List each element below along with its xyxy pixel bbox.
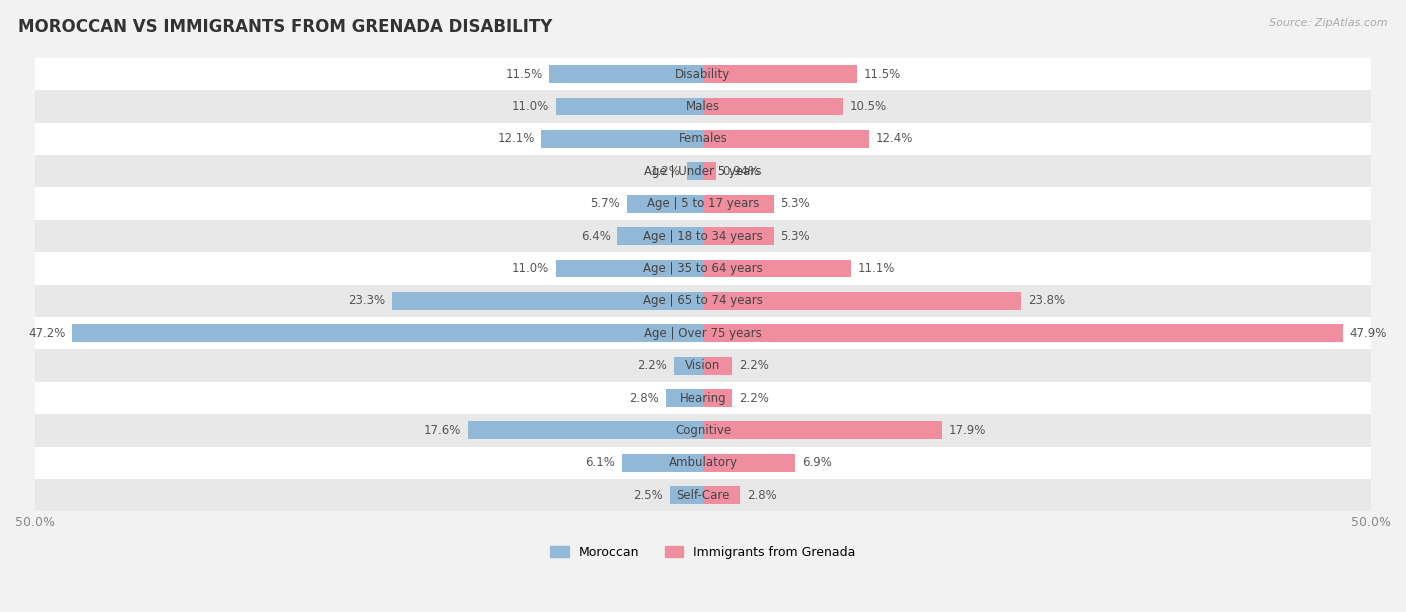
Bar (688, 162, 703, 180)
Text: Cognitive: Cognitive (675, 424, 731, 437)
Text: 1.2%: 1.2% (651, 165, 681, 177)
Text: 47.2%: 47.2% (28, 327, 66, 340)
Text: 5.3%: 5.3% (780, 197, 810, 210)
Text: Age | 35 to 64 years: Age | 35 to 64 years (643, 262, 763, 275)
Bar (703, 227, 773, 245)
Bar (35, 252, 1371, 285)
Bar (703, 422, 942, 439)
Text: Age | 65 to 74 years: Age | 65 to 74 years (643, 294, 763, 307)
Text: 11.0%: 11.0% (512, 100, 550, 113)
Bar (673, 357, 703, 375)
Bar (468, 422, 703, 439)
Bar (703, 454, 796, 472)
Bar (35, 122, 1371, 155)
Text: MOROCCAN VS IMMIGRANTS FROM GRENADA DISABILITY: MOROCCAN VS IMMIGRANTS FROM GRENADA DISA… (18, 18, 553, 36)
Bar (35, 220, 1371, 252)
Bar (35, 155, 1371, 187)
Bar (35, 414, 1371, 447)
Bar (627, 195, 703, 212)
Bar (35, 447, 1371, 479)
Text: 11.1%: 11.1% (858, 262, 896, 275)
Bar (703, 195, 773, 212)
Text: Hearing: Hearing (679, 392, 727, 405)
Text: Age | Over 75 years: Age | Over 75 years (644, 327, 762, 340)
Text: 2.5%: 2.5% (633, 489, 662, 502)
Text: 2.2%: 2.2% (740, 359, 769, 372)
Text: 23.8%: 23.8% (1028, 294, 1064, 307)
Bar (703, 162, 716, 180)
Bar (617, 227, 703, 245)
Text: 0.94%: 0.94% (723, 165, 759, 177)
Text: 2.2%: 2.2% (740, 392, 769, 405)
Text: 17.9%: 17.9% (949, 424, 986, 437)
Text: 17.6%: 17.6% (423, 424, 461, 437)
Text: Disability: Disability (675, 67, 731, 81)
Text: Age | 18 to 34 years: Age | 18 to 34 years (643, 230, 763, 242)
Text: 11.0%: 11.0% (512, 262, 550, 275)
Bar (550, 65, 703, 83)
Bar (35, 187, 1371, 220)
Text: 12.1%: 12.1% (498, 132, 534, 145)
Bar (703, 97, 844, 115)
Bar (35, 285, 1371, 317)
Bar (392, 292, 703, 310)
Text: 47.9%: 47.9% (1350, 327, 1386, 340)
Text: Males: Males (686, 100, 720, 113)
Bar (35, 479, 1371, 512)
Legend: Moroccan, Immigrants from Grenada: Moroccan, Immigrants from Grenada (546, 541, 860, 564)
Text: 11.5%: 11.5% (863, 67, 901, 81)
Text: 10.5%: 10.5% (851, 100, 887, 113)
Text: 5.7%: 5.7% (591, 197, 620, 210)
Text: 2.8%: 2.8% (747, 489, 778, 502)
Bar (703, 130, 869, 147)
Text: Age | Under 5 years: Age | Under 5 years (644, 165, 762, 177)
Bar (621, 454, 703, 472)
Bar (703, 65, 856, 83)
Bar (555, 259, 703, 277)
Bar (35, 382, 1371, 414)
Bar (703, 357, 733, 375)
Bar (72, 324, 703, 342)
Bar (703, 259, 851, 277)
Bar (703, 487, 741, 504)
Bar (703, 292, 1021, 310)
Text: Age | 5 to 17 years: Age | 5 to 17 years (647, 197, 759, 210)
Text: Ambulatory: Ambulatory (668, 457, 738, 469)
Text: 6.9%: 6.9% (801, 457, 832, 469)
Text: 11.5%: 11.5% (505, 67, 543, 81)
Text: Self-Care: Self-Care (676, 489, 730, 502)
Text: 6.4%: 6.4% (581, 230, 610, 242)
Bar (35, 58, 1371, 90)
Bar (669, 487, 703, 504)
Bar (35, 90, 1371, 122)
Text: 12.4%: 12.4% (876, 132, 912, 145)
Bar (35, 349, 1371, 382)
Text: 6.1%: 6.1% (585, 457, 614, 469)
Bar (665, 389, 703, 407)
Text: Females: Females (679, 132, 727, 145)
Bar (703, 324, 1343, 342)
Bar (703, 389, 733, 407)
Text: Vision: Vision (685, 359, 721, 372)
Text: Source: ZipAtlas.com: Source: ZipAtlas.com (1270, 18, 1388, 28)
Text: 23.3%: 23.3% (347, 294, 385, 307)
Text: 5.3%: 5.3% (780, 230, 810, 242)
Text: 2.8%: 2.8% (628, 392, 659, 405)
Bar (555, 97, 703, 115)
Text: 2.2%: 2.2% (637, 359, 666, 372)
Bar (541, 130, 703, 147)
Bar (35, 317, 1371, 349)
